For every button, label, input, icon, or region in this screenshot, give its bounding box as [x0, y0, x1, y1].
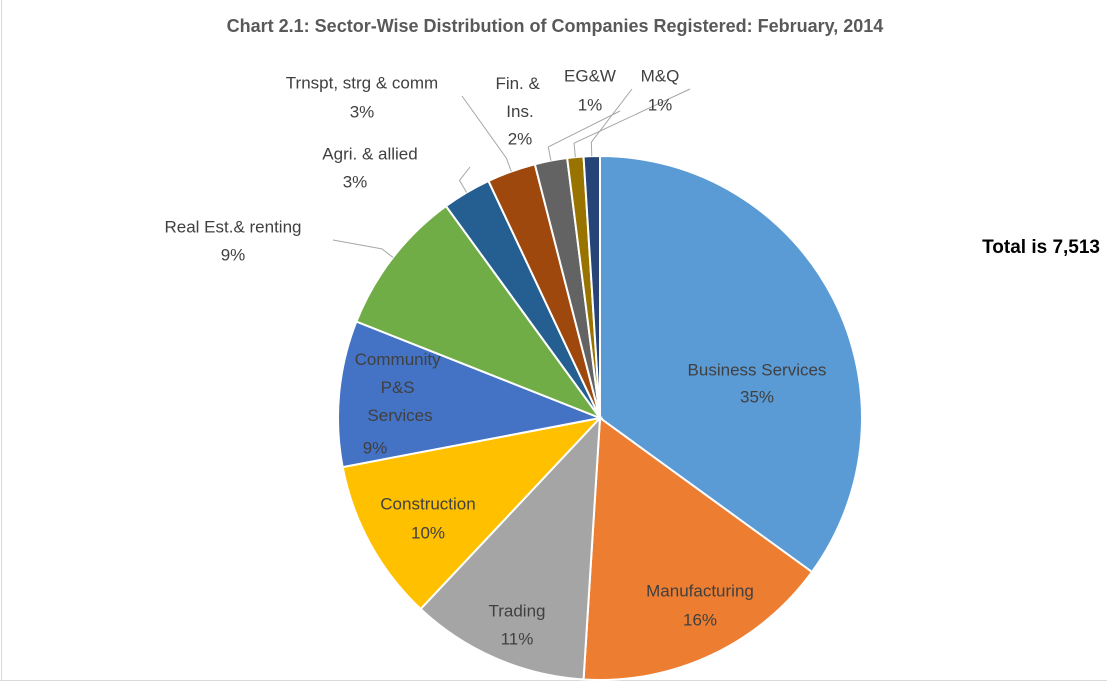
- value-label: 1%: [648, 95, 673, 114]
- leader-line: [461, 95, 512, 172]
- value-label: 35%: [740, 387, 774, 406]
- pie-slice: [341, 416, 603, 611]
- value-label: 16%: [683, 610, 717, 629]
- slice-label: Community P&S Services: [355, 350, 446, 425]
- slice-label: Trading: [488, 601, 545, 620]
- slice-label: Real Est.& renting: [164, 217, 301, 236]
- leader-line: [458, 166, 471, 193]
- slice-label: EG&W: [564, 66, 616, 85]
- slice-label: Trnspt, strg & comm: [286, 73, 438, 92]
- value-label: 3%: [343, 172, 368, 191]
- slice-label: Fin. & Ins.: [495, 74, 544, 121]
- value-label: 9%: [363, 438, 388, 457]
- pie-slice: [355, 204, 603, 421]
- leader-line: [332, 239, 394, 258]
- slice-label: Manufacturing: [646, 581, 754, 600]
- pie-slice: [582, 154, 601, 419]
- slice-label: M&Q: [641, 66, 680, 85]
- value-label: 10%: [411, 523, 445, 542]
- slice-label: Business Services: [688, 360, 827, 379]
- value-label: 1%: [578, 95, 603, 114]
- value-label: 2%: [508, 129, 533, 148]
- value-label: 9%: [221, 245, 246, 264]
- leader-line: [547, 110, 621, 161]
- pie-slice: [419, 415, 602, 681]
- leader-line: [590, 88, 633, 157]
- slice-label: Construction: [380, 494, 475, 513]
- pie-slice: [337, 320, 604, 469]
- value-label: 3%: [350, 102, 375, 121]
- annotation: Total is 7,513: [982, 237, 1100, 258]
- chart-title: Chart 2.1: Sector-Wise Distribution of C…: [227, 16, 884, 36]
- pie-slice: [582, 416, 814, 681]
- pie-slice: [599, 154, 863, 574]
- leader-line: [573, 88, 691, 158]
- value-label: 11%: [501, 629, 534, 648]
- slice-label: Agri. & allied: [322, 144, 417, 163]
